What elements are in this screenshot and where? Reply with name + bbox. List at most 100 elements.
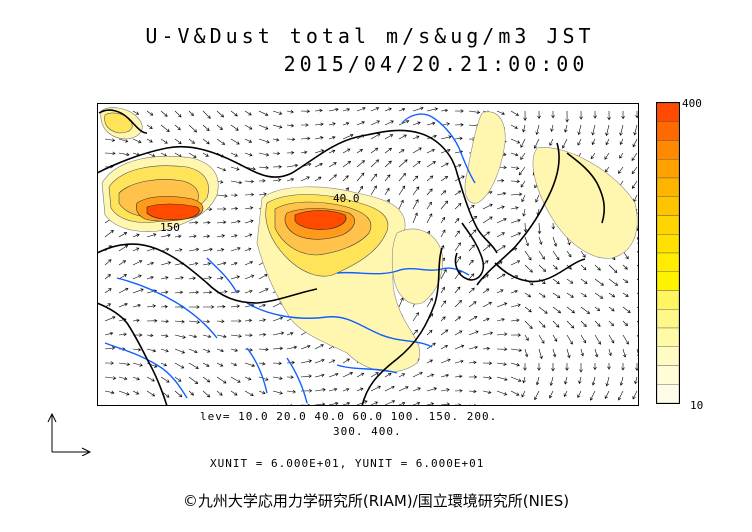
legend-swatch: [656, 346, 680, 366]
wind-arrow: [580, 348, 585, 357]
wind-arrow: [146, 376, 155, 382]
wind-arrow: [272, 390, 283, 395]
wind-arrow: [370, 106, 380, 112]
wind-arrow: [356, 149, 363, 154]
wind-arrow: [202, 124, 210, 132]
wind-arrow: [538, 264, 547, 272]
wind-arrow: [412, 387, 421, 392]
wind-arrow: [104, 331, 114, 336]
wind-arrow: [440, 200, 448, 210]
wind-arrow: [230, 334, 242, 338]
wind-arrow: [510, 218, 521, 224]
wind-arrow: [632, 390, 638, 400]
wind-arrow: [510, 362, 520, 367]
wind-arrow: [594, 278, 604, 286]
wind-arrow: [561, 138, 568, 149]
wind-arrow: [230, 138, 240, 145]
wind-arrow: [216, 166, 227, 172]
wind-arrow: [510, 138, 521, 144]
wind-arrow: [607, 362, 611, 370]
wind-arrow: [524, 264, 533, 273]
wind-arrow: [426, 373, 435, 378]
wind-arrow: [510, 124, 518, 129]
wind-arrow: [398, 199, 404, 210]
wind-arrow: [636, 250, 639, 255]
wind-arrow: [636, 292, 639, 295]
wind-arrow: [537, 362, 541, 371]
wind-arrow: [202, 362, 210, 367]
wind-arrow: [314, 388, 326, 392]
wind-arrow: [566, 334, 573, 345]
wind-arrow: [286, 163, 299, 168]
wind-arrow: [533, 138, 540, 149]
wind-arrow: [552, 334, 558, 342]
wind-arrow: [216, 138, 226, 145]
wind-arrow: [216, 390, 223, 396]
legend-max-label: 400: [682, 97, 702, 110]
wind-arrow: [398, 172, 406, 182]
wind-arrow: [216, 110, 225, 118]
wind-arrow: [468, 330, 479, 336]
wind-arrow: [258, 347, 269, 352]
reference-vector-icon: [47, 412, 92, 456]
wind-arrow: [146, 261, 154, 266]
wind-arrow: [454, 300, 463, 308]
wind-arrow: [510, 166, 520, 170]
wind-arrow: [619, 124, 624, 136]
wind-arrow: [174, 234, 182, 239]
wind-arrow: [328, 107, 339, 112]
wind-arrow: [412, 371, 423, 378]
wind-arrow: [398, 107, 406, 112]
wind-arrow: [496, 347, 508, 352]
wind-arrow: [468, 244, 475, 252]
wind-arrow: [496, 390, 508, 396]
wind-arrow: [244, 138, 253, 143]
wind-arrow: [160, 348, 169, 353]
wind-arrow: [230, 289, 241, 294]
wind-arrow: [370, 401, 379, 406]
wind-arrow: [426, 297, 433, 308]
wind-arrow: [286, 177, 295, 182]
wind-arrow: [146, 333, 154, 338]
wind-arrow: [314, 358, 325, 364]
wind-arrow: [566, 292, 574, 298]
wind-arrow: [258, 165, 269, 170]
wind-arrow: [272, 316, 284, 322]
wind-arrow: [188, 152, 197, 158]
wind-arrow: [510, 376, 522, 382]
wind-arrow: [188, 376, 199, 384]
legend-swatch: [656, 252, 680, 272]
wind-arrow: [496, 317, 505, 322]
wind-arrow: [300, 109, 311, 114]
wind-arrow: [412, 106, 424, 112]
wind-arrow: [384, 120, 394, 126]
wind-arrow: [564, 376, 568, 385]
wind-arrow: [314, 344, 324, 350]
wind-arrow: [146, 110, 154, 116]
wind-arrow: [188, 110, 194, 116]
wind-arrow: [496, 110, 505, 115]
wind-arrow: [272, 376, 283, 380]
coastlines: [97, 109, 605, 406]
wind-arrow: [230, 319, 242, 323]
wind-arrow: [580, 306, 591, 315]
legend-swatch: [656, 140, 680, 160]
legend-swatch: [656, 102, 680, 122]
wind-arrow: [412, 175, 419, 182]
wind-arrow: [552, 306, 562, 314]
wind-arrow: [440, 268, 447, 280]
wind-arrow: [524, 334, 529, 342]
wind-arrow: [118, 390, 130, 396]
wind-arrow: [104, 288, 112, 294]
wind-arrow: [454, 109, 464, 113]
wind-arrow: [412, 186, 420, 196]
contour-levels-line1: lev= 10.0 20.0 40.0 60.0 100. 150. 200.: [200, 410, 498, 423]
wind-arrow: [622, 348, 627, 358]
wind-arrow: [552, 320, 560, 328]
wind-arrow: [551, 110, 555, 119]
wind-arrow: [160, 290, 169, 294]
wind-arrow: [468, 389, 477, 394]
wind-arrow: [552, 348, 557, 358]
wind-arrow: [370, 133, 381, 140]
wind-arrow: [160, 304, 168, 309]
